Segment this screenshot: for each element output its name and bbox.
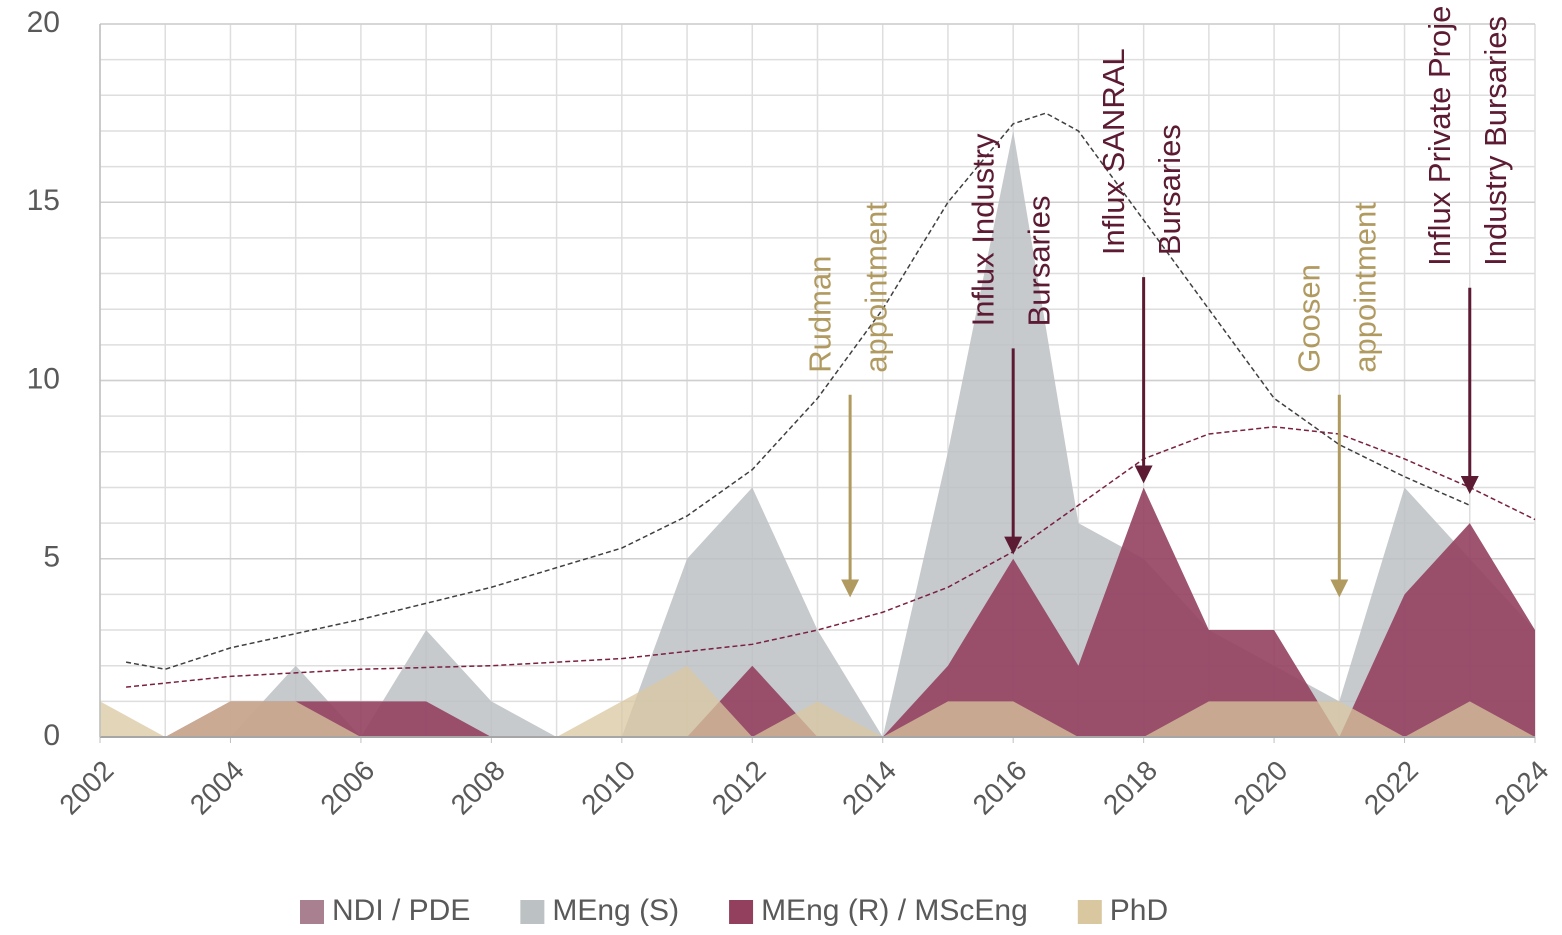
annotation-text: appointment (858, 202, 893, 373)
x-tick-label: 2020 (1228, 755, 1294, 821)
annotation-text: Influx SANRAL (1096, 48, 1131, 255)
x-tick-label: 2006 (314, 755, 380, 821)
area (100, 665, 1535, 737)
x-tick-label: 2014 (836, 755, 902, 821)
trend-line (126, 426, 1536, 688)
y-tick-label: 10 (27, 362, 60, 395)
annotation-text: Goosen (1292, 264, 1327, 373)
y-tick-label: 15 (27, 184, 60, 217)
x-tick-label: 2022 (1358, 755, 1424, 821)
legend-swatch (520, 900, 545, 924)
y-tick-label: 0 (43, 719, 60, 752)
legend-label: PhD (1110, 894, 1168, 927)
area (100, 487, 1535, 737)
x-tick-label: 2008 (445, 755, 511, 821)
legend-swatch (1077, 900, 1102, 924)
annotation-text: Bursaries (1021, 195, 1056, 326)
annotation-text: Influx Industry (965, 133, 1000, 326)
x-tick-label: 2012 (706, 755, 772, 821)
annotation-text: Industry Bursaries (1478, 16, 1513, 266)
annotation-text: Rudman (802, 256, 837, 373)
legend-label: NDI / PDE (332, 894, 470, 927)
y-tick-label: 5 (43, 541, 60, 574)
legend-label: MEng (R) / MScEng (761, 894, 1028, 927)
legend-swatch (300, 900, 324, 924)
legend-label: MEng (S) (552, 894, 679, 927)
annotation-text: Bursaries (1152, 124, 1187, 255)
legend-swatch (729, 900, 754, 924)
x-tick-label: 2018 (1097, 755, 1163, 821)
x-tick-label: 2010 (575, 755, 641, 821)
x-tick-label: 2004 (184, 755, 250, 821)
trend-line (125, 112, 1471, 671)
x-tick-label: 2024 (1488, 755, 1554, 821)
x-tick-label: 2016 (967, 755, 1033, 821)
y-tick-label: 20 (27, 6, 60, 39)
annotation-text: appointment (1348, 202, 1383, 373)
annotation-text: Influx Private Proje (1422, 6, 1457, 266)
x-tick-label: 2002 (53, 755, 119, 821)
